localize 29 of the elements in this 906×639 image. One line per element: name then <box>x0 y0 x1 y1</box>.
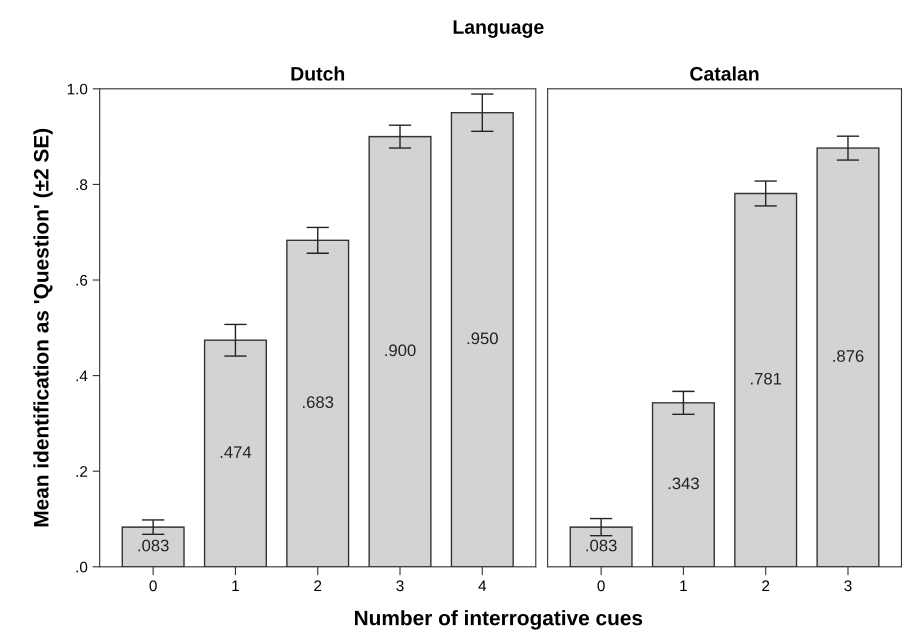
data-label: .083 <box>586 540 617 552</box>
y-tick-label: .4 <box>76 370 88 382</box>
y-tick-label: .6 <box>76 274 88 286</box>
data-label: .683 <box>303 396 334 408</box>
text: Language <box>454 20 544 38</box>
data-label: .343 <box>668 477 699 490</box>
x-tick-label: 0 <box>597 580 605 592</box>
x-tick-label: 2 <box>762 580 770 592</box>
x-tick-label: 2 <box>314 580 322 592</box>
x-axis-title: Number of interrogative cues <box>354 610 642 630</box>
chart-title: Dutch <box>291 66 344 81</box>
data-label: .474 <box>220 446 252 458</box>
x-tick-label: 3 <box>396 580 404 592</box>
y-tick-label: 1.0 <box>68 84 88 95</box>
data-label: .900 <box>385 344 416 356</box>
x-tick-label: 4 <box>478 580 486 592</box>
x-tick-label: 3 <box>844 580 852 592</box>
data-label: .781 <box>751 372 782 385</box>
y-tick-label: .2 <box>76 466 88 477</box>
data-label: .950 <box>468 332 498 344</box>
y-tick-label: .8 <box>76 179 88 190</box>
chart-title: Catalan <box>690 66 758 81</box>
x-tick-label: 1 <box>232 580 239 592</box>
x-tick-label: 1 <box>680 580 687 592</box>
y-tick-label: .0 <box>76 562 88 572</box>
y-axis-title: Mean identification as 'Question' (±2 SE) <box>33 128 53 526</box>
x-tick-label: 0 <box>149 580 157 592</box>
data-label: .083 <box>138 540 169 552</box>
data-label: .876 <box>833 350 864 362</box>
